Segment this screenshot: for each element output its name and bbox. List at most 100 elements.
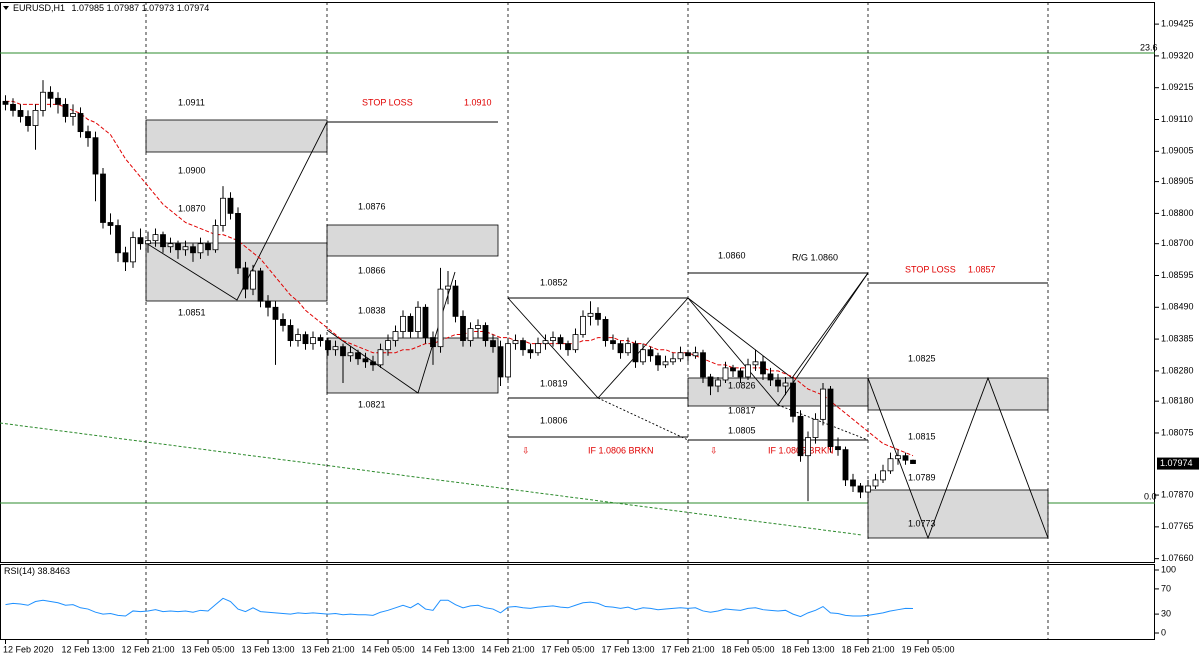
candle-body (512, 340, 519, 345)
candle-body (745, 364, 751, 378)
annotation: 1.0870 (178, 203, 206, 213)
rsi-line (5, 597, 914, 618)
annotation: 1.0900 (178, 165, 206, 175)
candle-body (797, 415, 804, 457)
candle-body (595, 312, 601, 320)
candle-body (190, 246, 196, 254)
rsi-tick-label: 0 (1161, 627, 1166, 637)
candle-body (392, 331, 399, 342)
candle-body (137, 237, 144, 245)
candle-body (467, 328, 474, 342)
candle-body (475, 325, 481, 329)
candle-body (617, 343, 624, 354)
y-tick-label: 1.09005 (1161, 146, 1194, 156)
x-tick-label: 13 Feb 13:00 (241, 644, 294, 654)
annotation: 1.0851 (178, 307, 206, 317)
candle-body (407, 315, 414, 332)
candle-body (715, 379, 721, 387)
annotation: 23.6 (1140, 42, 1158, 52)
down-arrow: ⇩ (522, 445, 530, 455)
candle-body (47, 91, 54, 99)
y-tick-label: 1.08180 (1161, 396, 1194, 406)
y-tick-label: 1.07660 (1161, 553, 1194, 563)
candle-body (355, 352, 361, 360)
candle-body (737, 370, 744, 378)
rsi-name: RSI(14) (4, 566, 35, 576)
rsi-tick-label: 100 (1161, 564, 1176, 574)
annotation: STOP LOSS (362, 97, 413, 107)
candle-body (842, 449, 849, 481)
candle-body (520, 340, 526, 351)
annotation: 1.0805 (728, 425, 756, 435)
header-open: 1.07985 (72, 3, 105, 13)
candle-body (910, 459, 916, 464)
annotation: R/G 1.0860 (792, 252, 838, 262)
candle-body (670, 358, 676, 363)
candle-body (730, 367, 736, 372)
annotation: 1.0819 (540, 378, 568, 388)
candle-body (92, 137, 99, 175)
y-tick-label: 1.08490 (1161, 302, 1194, 312)
candle-body (220, 197, 226, 226)
drawing-objects: ⇩ ⇩ (0, 6, 1155, 540)
rsi-last: 38.8463 (38, 566, 71, 576)
y-tick-label: 1.07765 (1161, 521, 1194, 531)
candle-body (415, 306, 421, 332)
candle-body (760, 361, 766, 375)
candle-body (700, 352, 706, 378)
y-tick-label: 1.07870 (1161, 489, 1194, 499)
candle-body (385, 340, 391, 351)
candle-body (857, 485, 864, 493)
x-tick-label: 13 Feb 21:00 (301, 644, 354, 654)
y-tick-label: 1.08280 (1161, 365, 1194, 375)
candle-body (175, 243, 181, 251)
x-tick-label: 13 Feb 05:00 (181, 644, 234, 654)
candle-body (205, 243, 211, 251)
candle-body (10, 103, 16, 111)
annotation: 1.0815 (908, 431, 936, 441)
candle-body (895, 455, 901, 460)
candle-body (347, 352, 354, 357)
candle-body (677, 352, 684, 360)
y-tick-label: 1.09110 (1161, 114, 1193, 124)
header-high: 1.07987 (107, 3, 140, 13)
main-panel (0, 2, 1155, 563)
rsi-tick-label: 30 (1161, 608, 1171, 618)
candle-body (827, 388, 834, 448)
candle-body (340, 346, 346, 357)
rsi-header: RSI(14) 38.8463 (4, 566, 70, 576)
candle-body (287, 325, 294, 342)
candle-body (662, 361, 669, 366)
candle-body (437, 288, 444, 348)
candle-body (610, 340, 616, 345)
annotation: 1.0817 (728, 405, 756, 415)
candle-body (640, 349, 646, 363)
candle-body (505, 343, 511, 378)
annotation: 1.0821 (358, 399, 386, 409)
candle-body (107, 222, 114, 226)
candle-body (272, 306, 279, 320)
y-tick-label: 1.09425 (1161, 18, 1194, 28)
candle-body (310, 337, 316, 345)
candle-body (887, 458, 894, 472)
annotation: 1.0911 (178, 97, 205, 107)
candle-body (257, 270, 264, 302)
candle-body (580, 315, 586, 335)
annotation: 1.0773 (908, 518, 936, 528)
candle-body (452, 285, 459, 317)
candle-body (227, 197, 234, 214)
candle-body (557, 337, 564, 345)
header-icon (3, 6, 9, 10)
candle-body (182, 246, 189, 251)
candle-body (377, 349, 384, 366)
candle-body (805, 437, 811, 457)
annotation: 1.0852 (540, 277, 568, 287)
candle-body (422, 306, 429, 338)
candle-body (317, 337, 324, 342)
candle-body (445, 285, 451, 290)
candle-body (115, 225, 121, 254)
candle-body (325, 340, 331, 351)
candle-body (25, 116, 31, 126)
